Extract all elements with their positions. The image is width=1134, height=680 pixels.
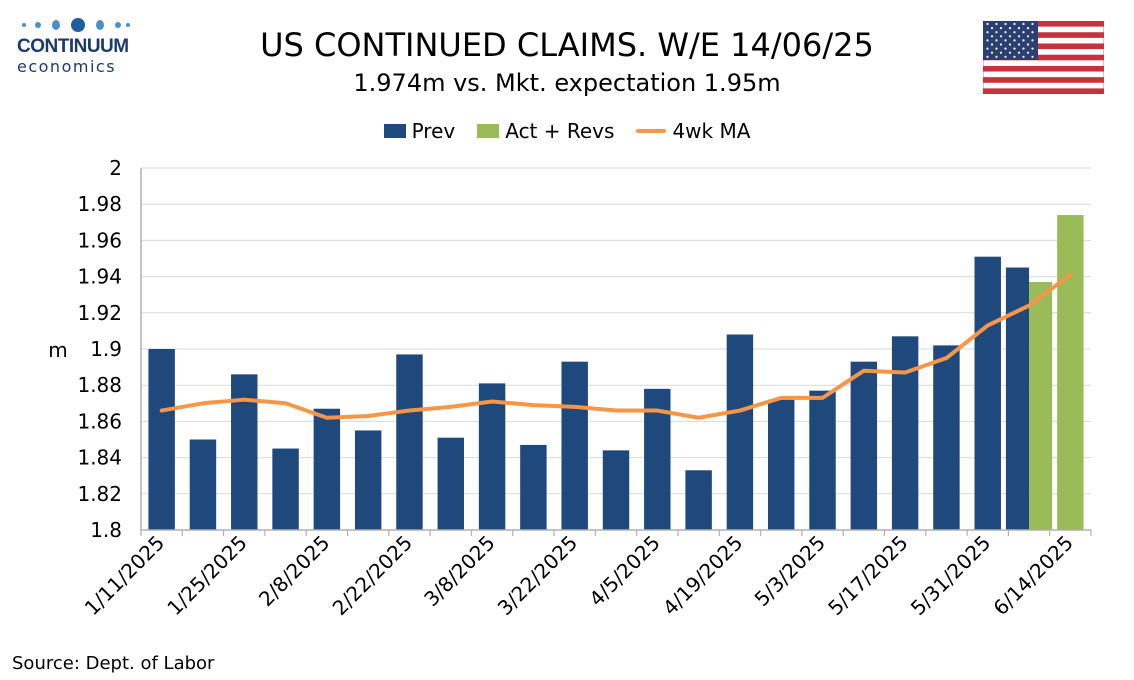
logo-wordmark: CONTINUUM [17, 36, 129, 57]
bar-prev [396, 354, 423, 530]
chart-legend: Prev Act + Revs 4wk MA [0, 119, 1134, 143]
legend-swatch-prev [383, 124, 406, 138]
y-tick-label: 1.96 [77, 228, 122, 252]
bar-prev [602, 450, 630, 530]
legend-swatch-act [477, 124, 500, 138]
x-tick-label: 6/14/2025 [988, 531, 1077, 620]
chart-subtitle: 1.974m vs. Mkt. expectation 1.95m [353, 69, 781, 97]
bar-prev [437, 437, 464, 530]
bar-prev [726, 334, 754, 530]
y-tick-label: 1.94 [77, 265, 122, 289]
series-line-4wk-ma [159, 272, 1073, 420]
y-tick-label: 1.92 [77, 301, 122, 325]
bar-prev [891, 336, 919, 530]
bar-prev [974, 256, 1001, 530]
bar-prev [685, 470, 712, 530]
us-flag-icon [983, 21, 1104, 94]
legend-label-prev: Prev [411, 119, 456, 143]
bar-prev [354, 430, 382, 530]
legend-label-ma: 4wk MA [672, 119, 751, 143]
bar-prev [768, 399, 795, 530]
bar-act [1029, 282, 1053, 530]
source-note: Source: Dept. of Labor [12, 653, 215, 674]
x-tick-label: 3/8/2025 [419, 531, 499, 611]
x-tick-label: 2/22/2025 [328, 531, 417, 620]
bar-prev [148, 349, 175, 530]
bar-prev [850, 361, 878, 530]
x-tick-label: 5/3/2025 [750, 531, 830, 611]
legend-swatch-ma [636, 129, 667, 133]
bar-prev [809, 390, 836, 530]
legend-item-ma: 4wk MA [636, 119, 750, 143]
bar-prev [520, 444, 547, 530]
y-tick-label: 1.84 [77, 446, 122, 470]
y-tick-label: 1.9 [90, 337, 122, 361]
x-tick-label: 2/8/2025 [254, 531, 334, 611]
bar-prev [933, 345, 960, 530]
bar-prev [189, 439, 217, 530]
x-tick-label: 3/22/2025 [493, 531, 582, 620]
y-tick-label: 1.8 [90, 518, 122, 542]
y-tick-label: 1.86 [77, 409, 122, 433]
legend-item-act: Act + Revs [477, 119, 614, 143]
x-tick-label: 4/5/2025 [584, 531, 664, 611]
bar-prev [1005, 267, 1030, 530]
x-tick-label: 1/11/2025 [80, 531, 169, 620]
x-tick-label: 5/31/2025 [906, 531, 995, 620]
bar-prev [561, 361, 588, 530]
logo-dots-icon [22, 18, 130, 32]
bar-prev [478, 383, 506, 530]
continuum-logo: CONTINUUM economics [10, 12, 135, 76]
legend-label-act: Act + Revs [505, 119, 615, 143]
y-tick-label: 1.98 [77, 192, 122, 216]
legend-item-prev: Prev [383, 119, 456, 143]
bar-prev [313, 408, 341, 530]
x-tick-label: 4/19/2025 [658, 531, 747, 620]
logo-subtitle: economics [17, 57, 117, 76]
y-tick-label: 1.82 [77, 482, 122, 506]
x-tick-label: 5/17/2025 [823, 531, 912, 620]
x-tick-label: 1/25/2025 [162, 531, 251, 620]
y-tick-label: 1.88 [77, 373, 122, 397]
y-axis-label: m [48, 338, 67, 362]
y-tick-label: 2 [109, 156, 122, 180]
bar-prev [272, 448, 299, 530]
chart-title: US CONTINUED CLAIMS. W/E 14/06/25 [260, 26, 874, 64]
bar-act [1057, 215, 1084, 530]
